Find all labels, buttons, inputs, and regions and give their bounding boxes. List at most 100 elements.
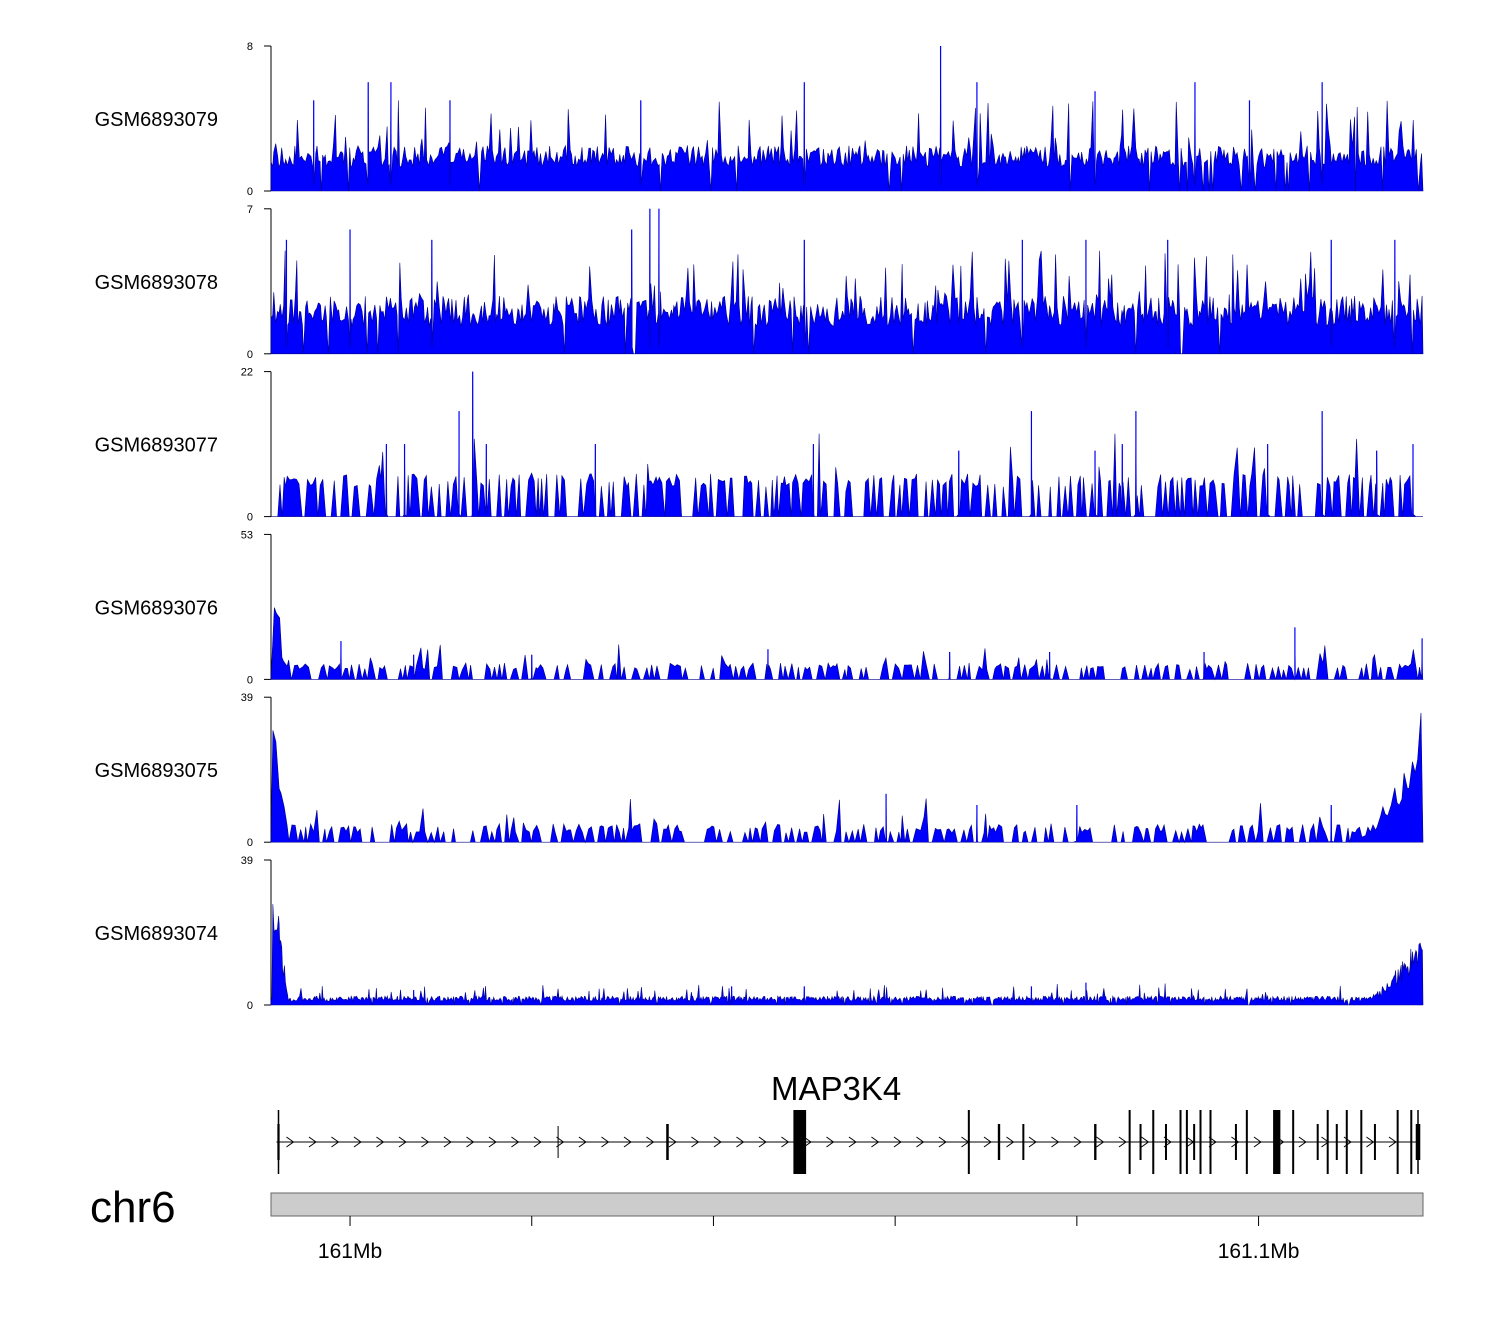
exon <box>1185 1110 1188 1174</box>
strand-arrow <box>1118 1136 1127 1148</box>
y-tick-label: 22 <box>241 367 253 379</box>
y-tick-label: 0 <box>247 186 253 198</box>
strand-arrow <box>848 1136 857 1148</box>
exon <box>1152 1110 1155 1174</box>
strand-arrow <box>781 1136 790 1148</box>
strand-arrow <box>713 1136 722 1148</box>
strand-arrow <box>1253 1136 1262 1148</box>
strand-arrow <box>353 1136 362 1148</box>
exon <box>1373 1124 1376 1160</box>
exon <box>1396 1110 1399 1174</box>
strand-arrow <box>736 1136 745 1148</box>
exon <box>1094 1124 1097 1160</box>
track-GSM6893077: GSM6893077 22 0 <box>95 367 1423 524</box>
coverage-area <box>270 45 1424 192</box>
exon <box>1292 1110 1295 1174</box>
strand-arrow <box>758 1136 767 1148</box>
exon <box>1199 1110 1202 1174</box>
y-tick-label: 0 <box>247 1000 253 1012</box>
strand-arrow <box>871 1136 880 1148</box>
strand-arrow <box>331 1136 340 1148</box>
y-tick-label: 7 <box>247 204 253 216</box>
strand-arrow <box>511 1136 520 1148</box>
exon <box>1234 1124 1237 1160</box>
coverage-area <box>270 904 1424 1006</box>
gene-name-label: MAP3K4 <box>771 1070 901 1107</box>
strand-arrow <box>421 1136 430 1148</box>
axis-tick-label: 161Mb <box>318 1240 382 1263</box>
y-tick-label: 8 <box>247 41 253 53</box>
y-tick-label: 0 <box>247 349 253 361</box>
track-GSM6893076: GSM6893076 53 0 <box>95 529 1424 686</box>
strand-arrow <box>1298 1136 1307 1148</box>
strand-arrow <box>983 1136 992 1148</box>
exon <box>666 1124 669 1160</box>
track-GSM6893078: GSM6893078 7 0 <box>95 204 1424 361</box>
exon <box>1335 1124 1338 1160</box>
exon <box>1273 1110 1281 1174</box>
strand-arrow <box>691 1136 700 1148</box>
strand-arrow <box>1006 1136 1015 1148</box>
strand-arrow <box>826 1136 835 1148</box>
coverage-area <box>271 371 1423 518</box>
exon <box>1245 1110 1248 1174</box>
strand-arrow <box>1073 1136 1082 1148</box>
coverage-area <box>270 607 1424 681</box>
strand-arrow <box>1366 1136 1375 1148</box>
exon <box>1179 1110 1182 1174</box>
exon <box>1410 1110 1413 1174</box>
strand-arrow <box>1028 1136 1037 1148</box>
chromosome-bar <box>270 1192 1424 1217</box>
strand-arrow <box>556 1136 565 1148</box>
exon <box>1209 1110 1212 1174</box>
exon <box>1345 1110 1348 1174</box>
coverage-area <box>270 208 1424 355</box>
strand-arrow <box>376 1136 385 1148</box>
exon <box>1193 1124 1196 1160</box>
exon <box>967 1110 970 1174</box>
strand-arrow <box>1051 1136 1060 1148</box>
exon <box>1360 1110 1363 1174</box>
axis-tick-label: 161.1Mb <box>1218 1240 1300 1263</box>
coverage-tracks: GSM689307980GSM689307870GSM6893077220GSM… <box>95 41 1424 1012</box>
strand-arrow <box>893 1136 902 1148</box>
strand-arrow <box>1141 1136 1150 1148</box>
track-label: GSM6893079 <box>95 109 218 131</box>
coverage-area <box>270 712 1424 844</box>
strand-arrow <box>466 1136 475 1148</box>
y-tick-label: 39 <box>241 692 253 704</box>
exon <box>793 1110 807 1174</box>
track-label: GSM6893077 <box>95 435 218 457</box>
strand-arrow <box>1096 1136 1105 1148</box>
exon <box>1139 1124 1142 1160</box>
track-label: GSM6893075 <box>95 760 218 782</box>
y-tick-label: 0 <box>247 512 253 524</box>
track-GSM6893079: GSM6893079 8 0 <box>95 41 1424 198</box>
track-label: GSM6893074 <box>95 923 218 945</box>
track-GSM6893075: GSM6893075 39 0 <box>95 692 1424 849</box>
track-label: GSM6893078 <box>95 272 218 294</box>
strand-arrow <box>1231 1136 1240 1148</box>
strand-arrow <box>286 1136 295 1148</box>
strand-arrow <box>398 1136 407 1148</box>
strand-arrow <box>623 1136 632 1148</box>
strand-arrow <box>646 1136 655 1148</box>
y-tick-label: 39 <box>241 855 253 867</box>
strand-arrow <box>443 1136 452 1148</box>
strand-arrow <box>938 1136 947 1148</box>
strand-arrow <box>916 1136 925 1148</box>
exon <box>1316 1124 1319 1160</box>
strand-arrow <box>668 1136 677 1148</box>
strand-arrow <box>803 1136 812 1148</box>
chromosome-label: chr6 <box>90 1183 176 1232</box>
exon <box>1022 1124 1025 1160</box>
gene-model-track: MAP3K4 <box>276 1070 1421 1174</box>
track-GSM6893074: GSM6893074 39 0 <box>95 855 1424 1012</box>
genome-axis-track: chr6 161Mb 161.1Mb <box>90 1183 1424 1263</box>
strand-arrow <box>601 1136 610 1148</box>
strand-arrow <box>488 1136 497 1148</box>
y-tick-label: 53 <box>241 529 253 541</box>
track-label: GSM6893076 <box>95 597 218 619</box>
